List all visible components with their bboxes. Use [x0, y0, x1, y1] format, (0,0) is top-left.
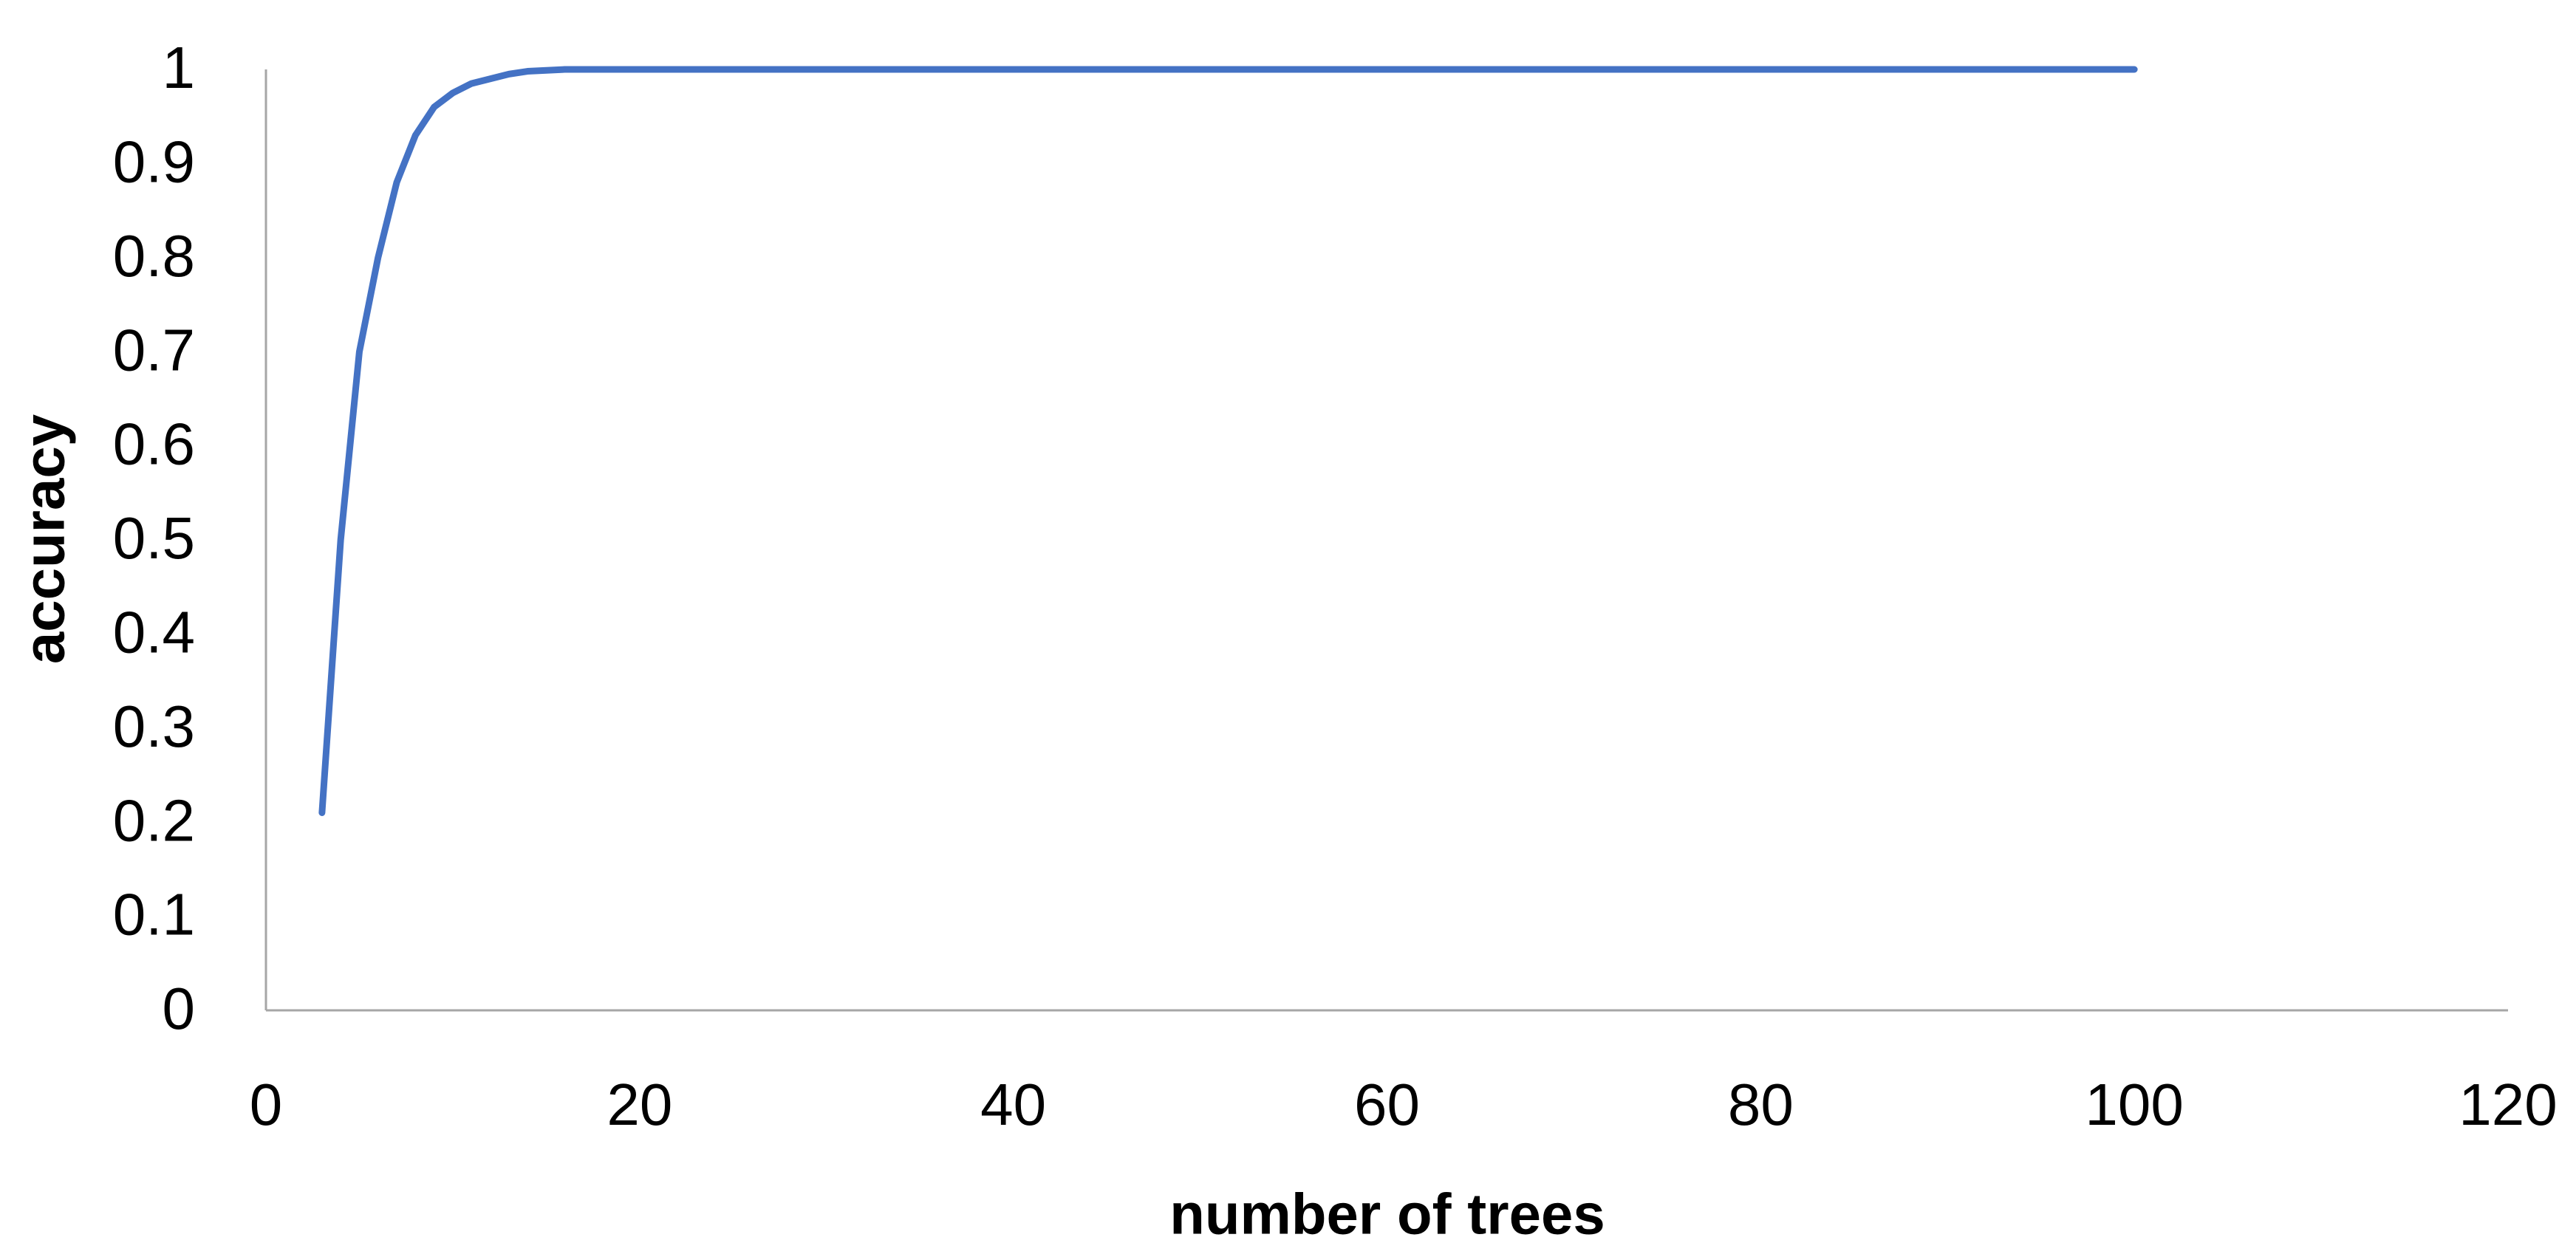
y-tick-label: 0.6 — [113, 411, 195, 477]
x-tick-label: 0 — [250, 1072, 283, 1137]
x-tick-label: 20 — [607, 1072, 672, 1137]
y-axis-title: accuracy — [12, 414, 77, 664]
y-tick-label: 0.8 — [113, 223, 195, 289]
x-axis-title: number of trees — [1169, 1182, 1605, 1247]
x-tick-label: 40 — [980, 1072, 1046, 1137]
y-tick-label: 0.9 — [113, 129, 195, 195]
y-tick-label: 0.1 — [113, 882, 195, 948]
x-tick-label: 60 — [1354, 1072, 1420, 1137]
data-line — [318, 66, 2138, 816]
y-tick-label: 0.3 — [113, 693, 195, 759]
y-tick-label: 0.4 — [113, 600, 195, 665]
y-tick-label: 0.7 — [113, 317, 195, 383]
x-tick-label: 80 — [1728, 1072, 1794, 1137]
y-tick-label: 0.2 — [113, 787, 195, 853]
y-tick-label: 0 — [163, 976, 196, 1041]
x-tick-label: 100 — [2085, 1072, 2183, 1137]
y-tick-label: 1 — [163, 35, 196, 100]
y-tick-label: 0.5 — [113, 505, 195, 571]
x-tick-label: 120 — [2459, 1072, 2557, 1137]
